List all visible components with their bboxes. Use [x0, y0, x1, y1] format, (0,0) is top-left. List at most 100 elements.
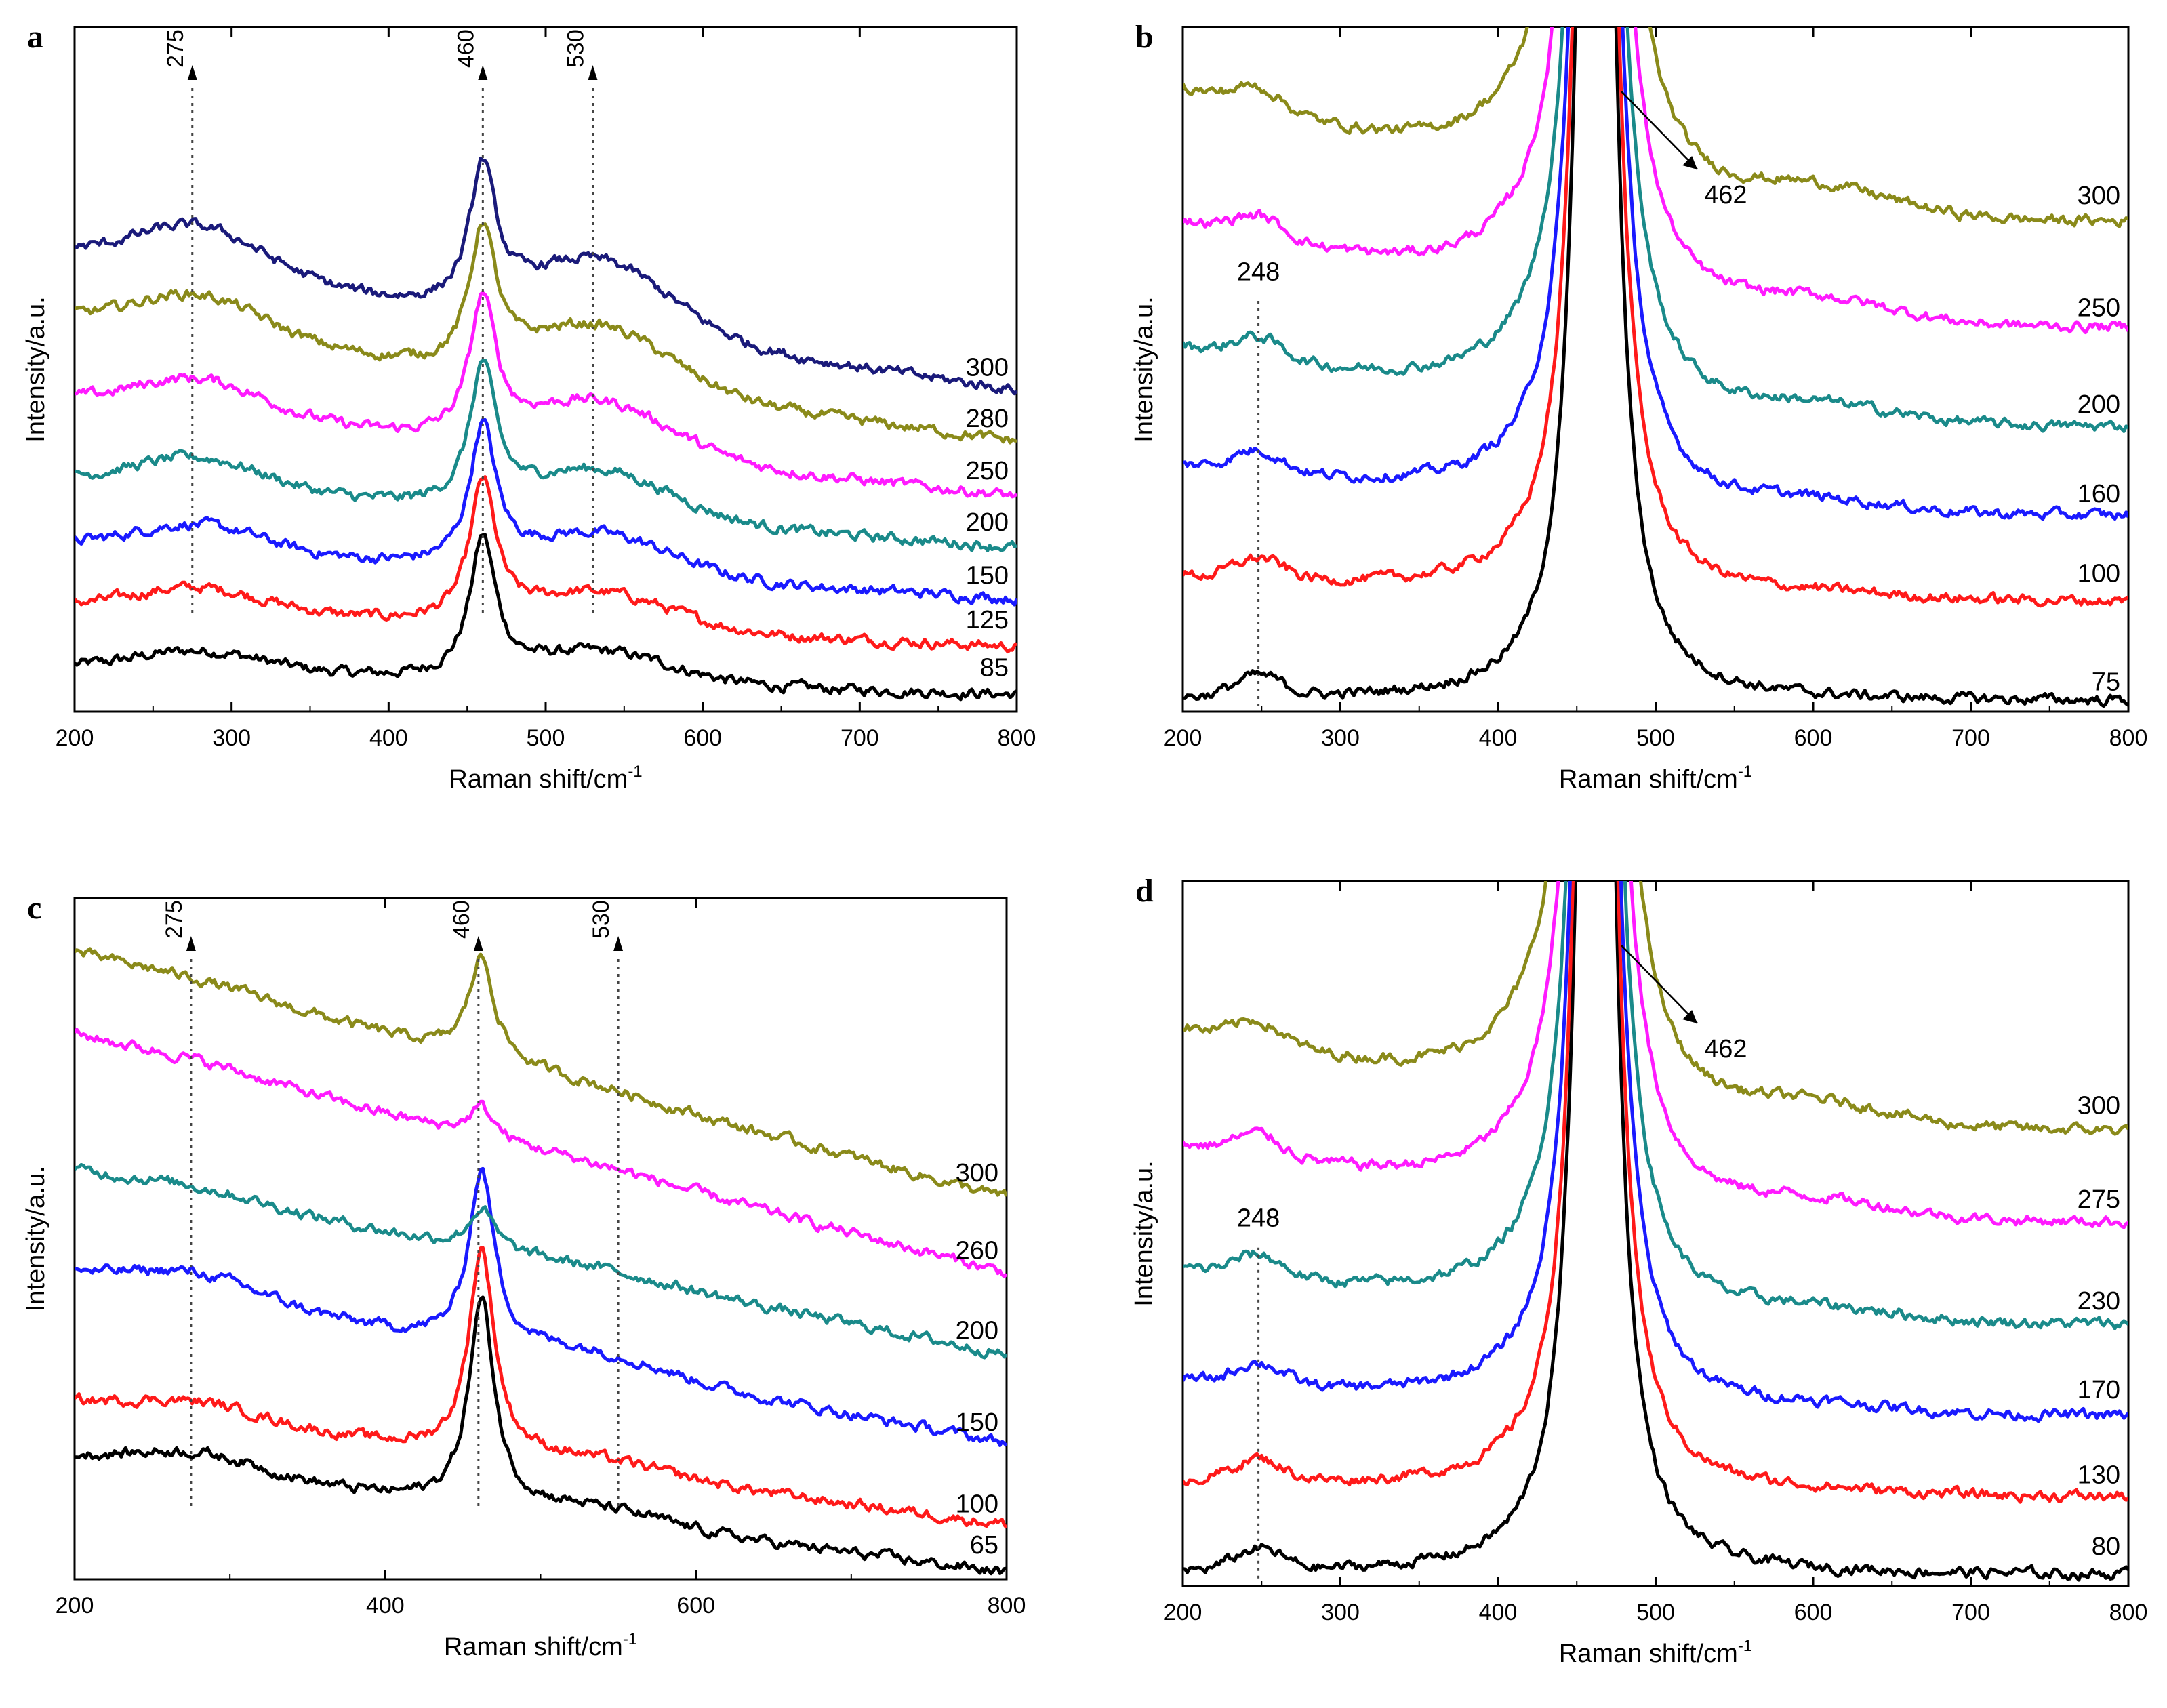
peak-arrow: [186, 936, 196, 951]
x-tick-label: 700: [1951, 725, 1990, 751]
series-label-230: 230: [2078, 1287, 2120, 1316]
series-line-85: [75, 533, 1017, 702]
peak-arrow-line: [1621, 945, 1699, 1024]
series-line-150: [75, 418, 1017, 607]
series-label-80: 80: [2092, 1532, 2120, 1561]
panel-a: 200 300 400 500 600 700 800 Raman shift/cm-1 Int…: [22, 19, 1036, 794]
x-tick-label: 200: [1164, 1600, 1202, 1625]
plot-frame: [73, 26, 1018, 713]
x-tick-label: 500: [1636, 1600, 1675, 1625]
plot-frame: [1181, 26, 2130, 713]
series-label-125: 125: [966, 606, 1009, 634]
series-label-170: 170: [2078, 1376, 2120, 1404]
peak-arrow: [1682, 156, 1698, 169]
peak-label: 460: [453, 29, 479, 68]
series-label-100: 100: [956, 1490, 998, 1519]
x-axis-label-superscript: -1: [1738, 1637, 1752, 1655]
series-label-160: 160: [2078, 480, 2120, 508]
x-tick-label: 200: [1164, 725, 1202, 751]
series-group: [1183, 881, 2128, 1582]
series-label-200: 200: [2078, 390, 2120, 419]
panel-letter: a: [27, 19, 43, 55]
series-line-300: [75, 156, 1017, 396]
series-line-170: [1183, 881, 2128, 1423]
series-label-250: 250: [966, 457, 1009, 485]
x-tick-label: 400: [366, 1593, 405, 1619]
series-line-200: [75, 358, 1017, 552]
series-line-130: [1183, 881, 2128, 1504]
y-axis-label: Intensity/a.u.: [22, 296, 50, 442]
series-line-150: [75, 1166, 1007, 1447]
y-axis-label: Intensity/a.u.: [1130, 296, 1158, 442]
peak-arrow: [473, 936, 483, 951]
series-label-300: 300: [956, 1159, 998, 1187]
series-line-280: [75, 222, 1017, 445]
panel-letter: c: [27, 890, 41, 926]
x-axis-label-text: Raman shift/cm: [444, 1633, 623, 1661]
series-group: [1183, 27, 2128, 708]
x-axis-label-text: Raman shift/cm: [1559, 1640, 1738, 1668]
x-axis-label-text: Raman shift/cm: [449, 765, 628, 794]
series-label-130: 130: [2078, 1461, 2120, 1490]
series-label-150: 150: [956, 1408, 998, 1437]
x-tick-label: 400: [1479, 725, 1518, 751]
x-tick-label: 800: [998, 725, 1036, 751]
x-axis-label-superscript: -1: [628, 762, 642, 781]
peak-label: 462: [1704, 1035, 1747, 1063]
x-tick-label: 600: [1794, 725, 1833, 751]
x-tick-label: 600: [676, 1593, 715, 1619]
series-line-275: [1183, 881, 2128, 1229]
series-group: [75, 156, 1017, 702]
series-line-200: [1183, 27, 2128, 433]
x-tick-label: 800: [988, 1593, 1026, 1619]
series-line-100: [1183, 27, 2128, 608]
x-tick-label: 600: [683, 725, 722, 751]
peak-label: 530: [588, 900, 614, 939]
peak-label: 275: [161, 900, 187, 939]
x-tick-label: 300: [212, 725, 251, 751]
x-tick-label: 800: [2109, 725, 2148, 751]
series-label-250: 250: [2078, 294, 2120, 323]
series-label-85: 85: [980, 654, 1009, 683]
peak-arrow: [613, 936, 624, 951]
series-line-75: [1183, 27, 2128, 708]
series-line-260: [75, 1028, 1007, 1278]
series-line-200: [75, 1162, 1007, 1360]
x-tick-label: 600: [1794, 1600, 1833, 1625]
y-axis-label: Intensity/a.u.: [22, 1166, 50, 1312]
peak-label: 530: [563, 29, 589, 68]
peak-arrow: [478, 65, 488, 80]
x-tick-label: 200: [56, 1593, 94, 1619]
series-label-75: 75: [2092, 668, 2120, 697]
series-line-230: [1183, 881, 2128, 1330]
x-tick-label: 300: [1321, 1600, 1360, 1625]
series-label-260: 260: [956, 1237, 998, 1265]
series-label-280: 280: [966, 405, 1009, 433]
x-tick-label: 200: [56, 725, 94, 751]
y-axis-label: Intensity/a.u.: [1130, 1160, 1158, 1306]
peak-arrow: [1682, 1010, 1698, 1023]
series-line-100: [75, 1246, 1007, 1529]
x-axis-label: Raman shift/cm-1: [444, 1630, 637, 1661]
series-line-300: [1183, 881, 2128, 1136]
x-axis-label: Raman shift/cm-1: [1559, 762, 1752, 794]
x-axis-label-superscript: -1: [1738, 762, 1752, 781]
panel-b: 200 300 400 500 600 700 800 Raman shift/cm-1 Int…: [1130, 19, 2148, 794]
peak-label: 462: [1704, 181, 1747, 209]
x-tick-label: 700: [1951, 1600, 1990, 1625]
series-label-100: 100: [2078, 560, 2120, 588]
x-tick-label: 500: [527, 725, 565, 751]
series-label-150: 150: [966, 561, 1009, 590]
x-tick-label: 500: [1636, 725, 1675, 751]
series-label-200: 200: [956, 1316, 998, 1345]
series-line-160: [1183, 27, 2128, 521]
series-label-300: 300: [2078, 1092, 2120, 1120]
x-tick-label: 800: [2109, 1600, 2148, 1625]
panel-letter: b: [1135, 19, 1154, 55]
series-line-300: [75, 947, 1007, 1198]
x-tick-label: 300: [1321, 725, 1360, 751]
plot-frame: [73, 897, 1008, 1581]
x-axis-label: Raman shift/cm-1: [449, 762, 642, 794]
x-tick-label: 400: [369, 725, 408, 751]
